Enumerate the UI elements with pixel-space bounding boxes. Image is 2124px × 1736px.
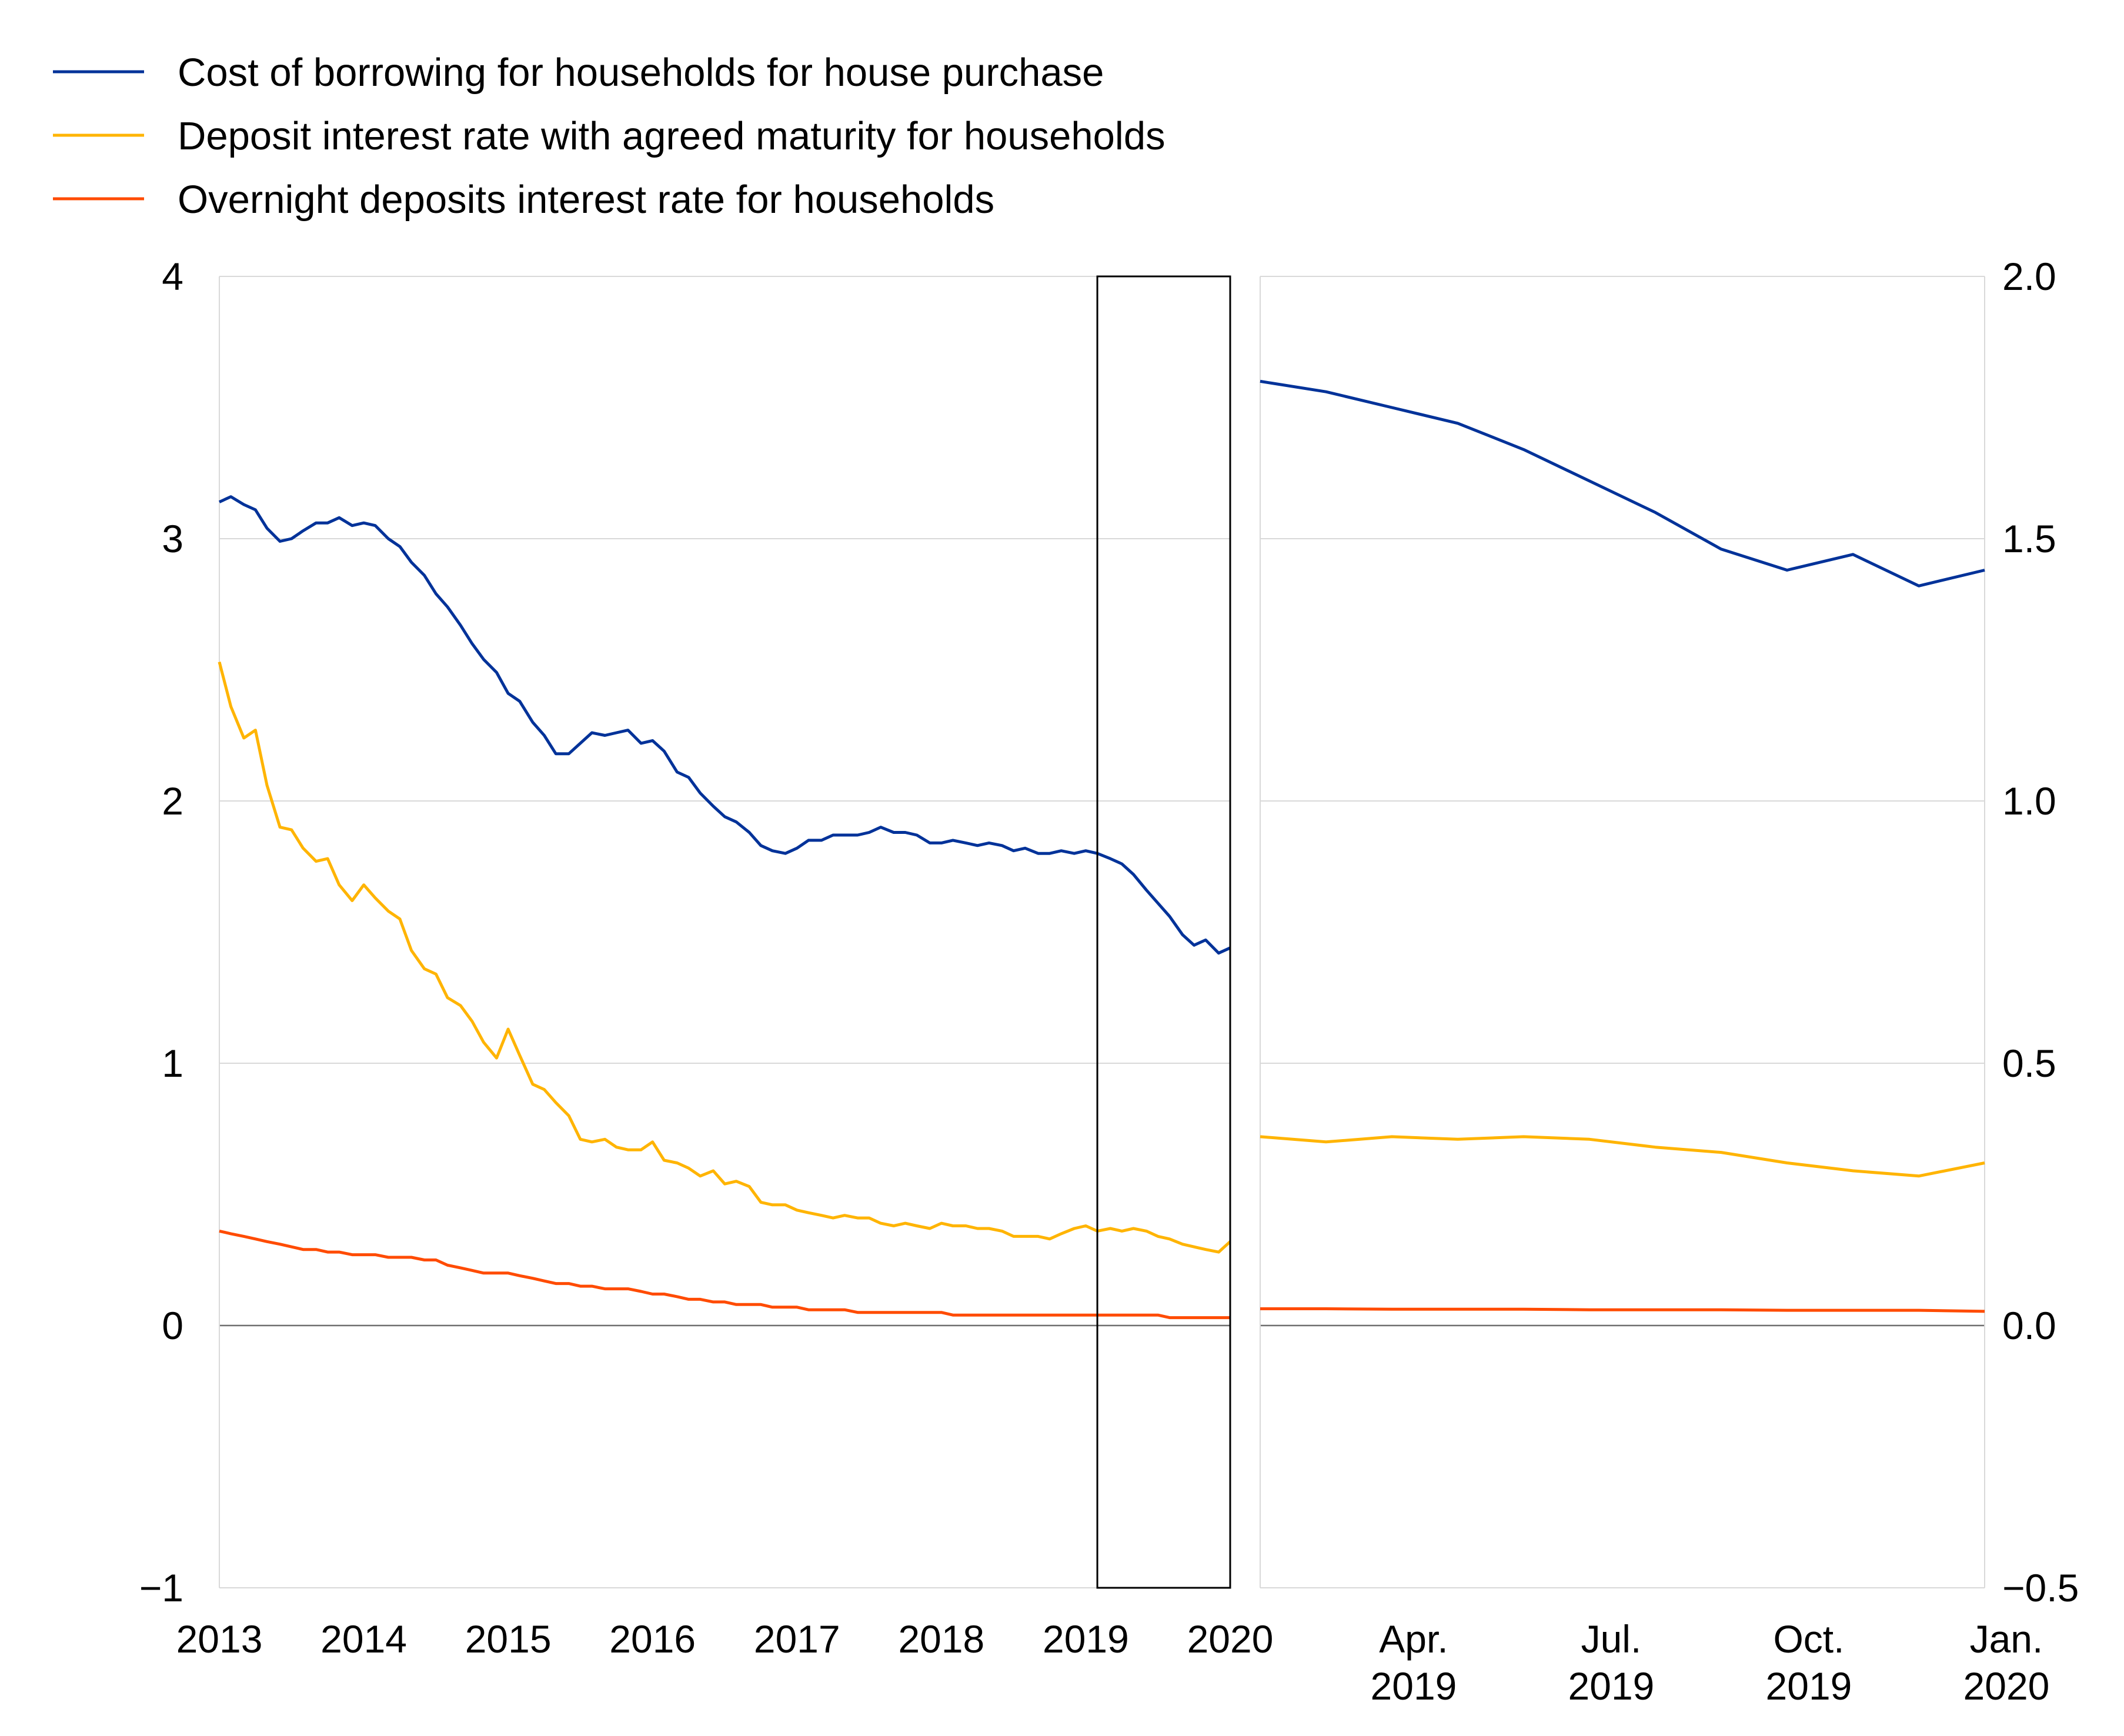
right-x-tick-year: 2019: [1568, 1664, 1655, 1708]
left-x-tick-label: 2014: [320, 1617, 407, 1661]
left-x-tick-label: 2015: [465, 1617, 552, 1661]
right-x-tick-month: Jul.: [1581, 1617, 1642, 1661]
left-y-tick-label: 0: [162, 1304, 183, 1347]
right-y-tick-label: 1.5: [2002, 517, 2056, 560]
right-y-tick-label: 2.0: [2002, 255, 2056, 298]
left-series-line-1: [218, 495, 1231, 955]
left-x-tick-label: 2016: [609, 1617, 696, 1661]
right-series-line-2: [1260, 1135, 1985, 1178]
right-series-line-3: [1260, 1307, 1985, 1313]
left-y-tick-label: 3: [162, 517, 183, 560]
right-y-tick-label: 0.5: [2002, 1041, 2056, 1085]
right-x-tick-year: 2019: [1766, 1664, 1852, 1708]
left-y-tick-label: 1: [162, 1041, 183, 1085]
legend-label-1: Cost of borrowing for households for hou…: [178, 51, 1104, 95]
right-x-tick-month: Oct.: [1773, 1617, 1844, 1661]
right-chart-panel: −0.50.00.51.01.52.0Apr.2019Jul.2019Oct.2…: [1260, 255, 2079, 1708]
right-x-tick-year: 2019: [1371, 1664, 1457, 1708]
left-x-tick-label: 2019: [1043, 1617, 1129, 1661]
legend: Cost of borrowing for households for hou…: [53, 51, 1165, 222]
right-series-line-1: [1260, 379, 1985, 587]
right-y-tick-label: −0.5: [2002, 1566, 2079, 1610]
left-x-tick-label: 2018: [898, 1617, 984, 1661]
right-x-tick-year: 2020: [1963, 1664, 2050, 1708]
left-x-tick-label: 2013: [176, 1617, 263, 1661]
legend-label-2: Deposit interest rate with agreed maturi…: [178, 114, 1165, 158]
legend-label-3: Overnight deposits interest rate for hou…: [178, 178, 994, 222]
left-x-tick-label: 2020: [1187, 1617, 1274, 1661]
left-x-tick-label: 2017: [754, 1617, 840, 1661]
right-x-tick-month: Jan.: [1970, 1617, 2043, 1661]
right-y-tick-label: 1.0: [2002, 779, 2056, 823]
right-y-tick-label: 0.0: [2002, 1304, 2056, 1347]
left-y-tick-label: 2: [162, 779, 183, 823]
zoom-highlight-box: [1096, 275, 1231, 1589]
left-y-tick-label: −1: [139, 1566, 183, 1610]
left-chart-panel: −1 0 1 2 3 4 2013 2014 2015 2016 2017 2018 2019 2020: [139, 255, 1274, 1661]
left-series-line-2: [218, 661, 1231, 1254]
left-y-tick-label: 4: [162, 255, 183, 298]
right-x-tick-month: Apr.: [1379, 1617, 1448, 1661]
left-series-line-3: [219, 1229, 1230, 1320]
